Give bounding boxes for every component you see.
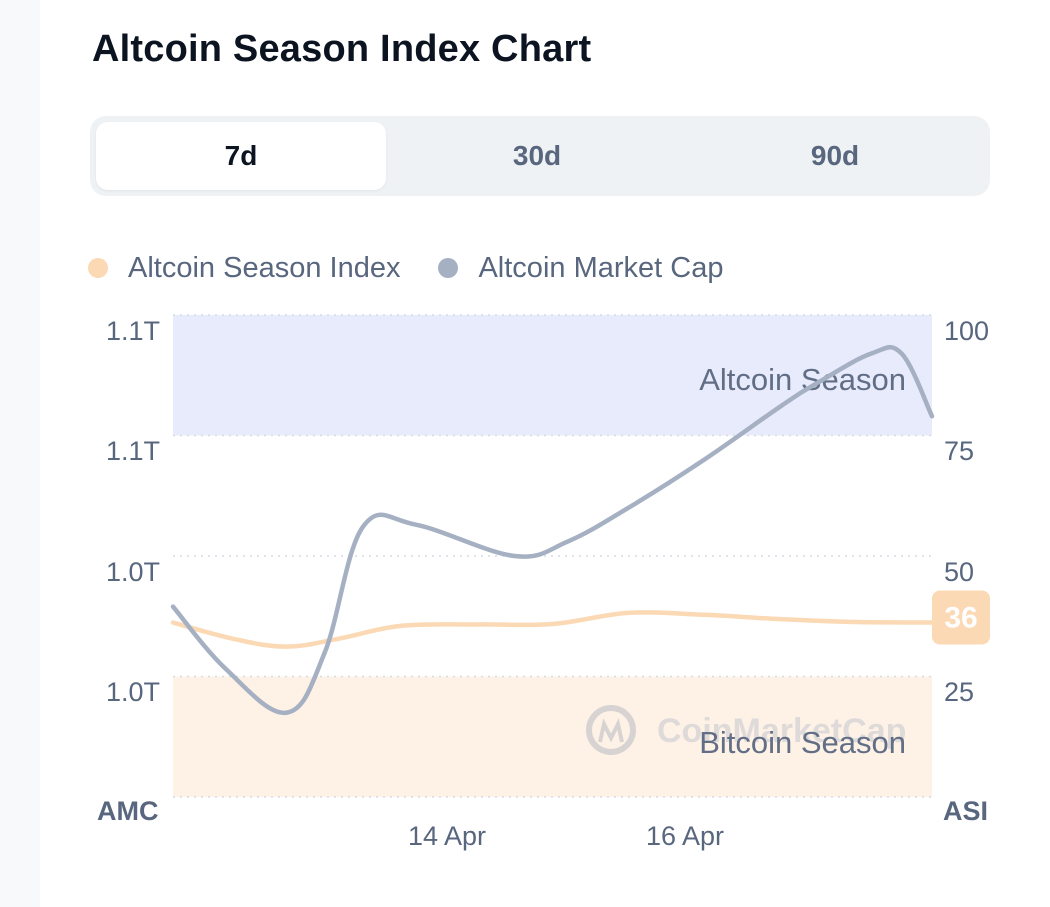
tab-90d[interactable]: 90d <box>690 122 980 190</box>
tab-30d[interactable]: 30d <box>392 122 682 190</box>
current-value-text: 36 <box>944 602 977 635</box>
coinmarketcap-logo-mark-icon <box>598 718 624 743</box>
right-axis-label: ASI <box>943 796 988 826</box>
chart-title: Altcoin Season Index Chart <box>92 28 592 70</box>
series-line-altcoin-market-cap <box>170 344 935 715</box>
watermark: CoinMarketCap <box>586 705 906 755</box>
watermark-text: CoinMarketCap <box>657 712 906 750</box>
x-axis-tick: 14 Apr <box>408 821 486 851</box>
current-value-badge <box>932 590 990 645</box>
left-axis-label: AMC <box>97 796 159 826</box>
legend-dot-amc <box>438 258 459 278</box>
coinmarketcap-logo-icon <box>586 705 636 755</box>
timeframe-tabs: 7d 30d 90d <box>90 116 990 196</box>
right-axis-tick: 50 <box>944 557 974 587</box>
left-axis-tick: 1.1T <box>106 436 160 466</box>
bitcoin-season-label: Bitcoin Season <box>699 725 906 760</box>
right-axis-tick: 100 <box>944 316 989 346</box>
tab-7d[interactable]: 7d <box>96 122 386 190</box>
left-axis-tick: 1.0T <box>106 677 160 707</box>
right-axis-tick: 25 <box>944 677 974 707</box>
right-axis-tick: 75 <box>944 436 974 466</box>
legend-item-amc[interactable]: Altcoin Market Cap <box>438 252 723 285</box>
x-axis-tick: 16 Apr <box>646 821 724 851</box>
bitcoin-season-band <box>173 676 932 797</box>
left-axis-tick: 1.1T <box>106 316 160 346</box>
legend-label-amc: Altcoin Market Cap <box>478 251 724 284</box>
legend-label-asi: Altcoin Season Index <box>128 251 401 284</box>
series-line-altcoin-season-index <box>170 610 935 649</box>
altcoin-season-band <box>173 315 932 436</box>
legend-item-asi[interactable]: Altcoin Season Index <box>88 252 400 285</box>
legend-dot-asi <box>88 258 108 278</box>
chart-legend: Altcoin Season Index Altcoin Market Cap <box>88 248 745 288</box>
left-axis-tick: 1.0T <box>106 557 160 587</box>
